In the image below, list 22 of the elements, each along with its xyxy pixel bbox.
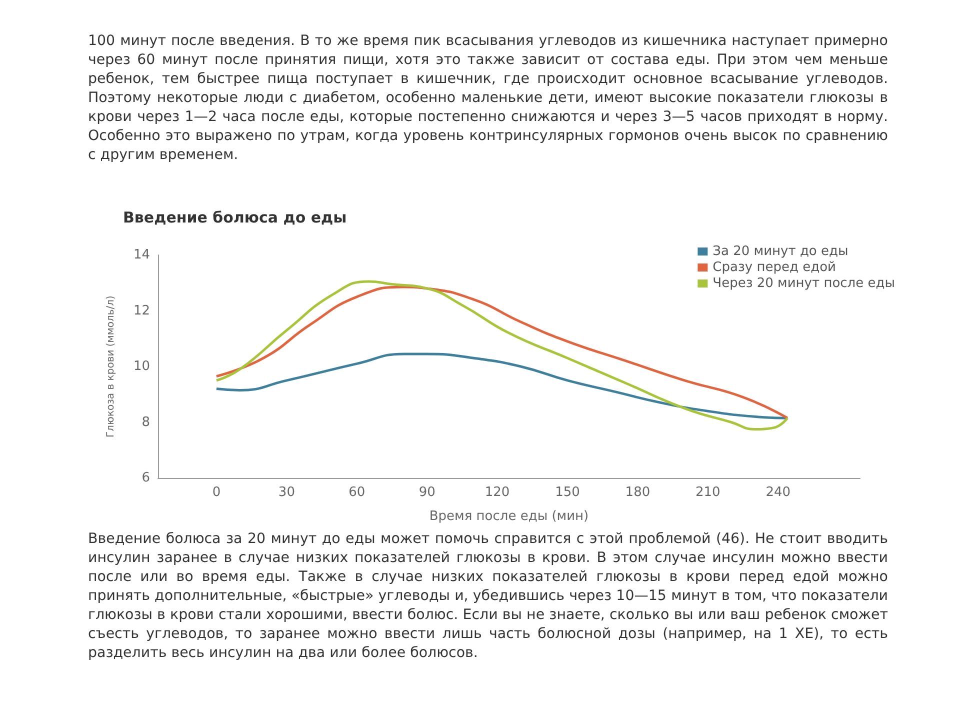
legend-label: За 20 минут до еды — [712, 244, 848, 259]
y-tick-label: 12 — [133, 303, 150, 318]
x-tick-label: 240 — [766, 485, 791, 500]
x-tick-label: 30 — [278, 485, 295, 500]
y-tick-label: 14 — [133, 248, 150, 262]
chart-title: Введение болюса до еды — [123, 208, 347, 226]
x-tick-label: 120 — [484, 485, 510, 500]
text: 100 минут после введения. В то же время пик всасывания углеводов из кишечника наступает примерно через 60 минут после принятия пищи, хотя это также зависит от состава еды. При этом чем меньше ребенок, тем быстрее пища поступает в кишечник, где происходит основное всасывание углеводов. Поэтому некоторые люди с диабетом, особенно маленькие дети, имеют высокие показатели глюкозы в крови через 1—2 часа после еды, которые постепенно снижаются и через 3—5 часов приходят в норму. Особенно это выражено по утрам, когда уровень контринсулярных гормонов очень высок по сравнению с другим временем. — [88, 32, 888, 165]
y-tick-label: 10 — [133, 359, 150, 374]
x-tick-label: 150 — [555, 485, 580, 500]
y-axis-title: Глюкоза в крови (ммоль/л) — [106, 295, 116, 438]
x-tick-label: 180 — [625, 485, 650, 500]
x-axis-title: Время после еды (мин) — [429, 509, 589, 524]
legend-label: Сразу перед едой — [712, 260, 836, 275]
x-tick-label: 60 — [348, 485, 366, 500]
legend-label: Через 20 минут после еды — [712, 276, 896, 291]
x-tick-label: 210 — [695, 485, 720, 500]
y-tick-label: 6 — [142, 470, 150, 486]
x-tick-label: 90 — [418, 485, 436, 500]
y-tick-label: 8 — [142, 414, 150, 430]
x-tick-label: 0 — [212, 485, 221, 500]
text: Введение болюса за 20 минут до еды может помочь справится с этой проблемой (46). Не стоит вводить инсулин заранее в случае низких показателей глюкозы в крови. В этом случае инсулин можно ввести после или во время еды. Также в случае низких показателей глюкозы в крови перед едой можно принять дополнительные, «быстрые» углеводы и, убедившись через 10—15 минут в том, что показатели глюкозы в крови стали хорошими, ввести болюс. Если вы не знаете, сколько вы или ваш ребенок сможет съесть углеводов, то заранее можно ввести лишь часть болюсной дозы (например, на 1 ХЕ), то есть разделить весь инсулин на два или более болюсов. — [88, 530, 888, 663]
